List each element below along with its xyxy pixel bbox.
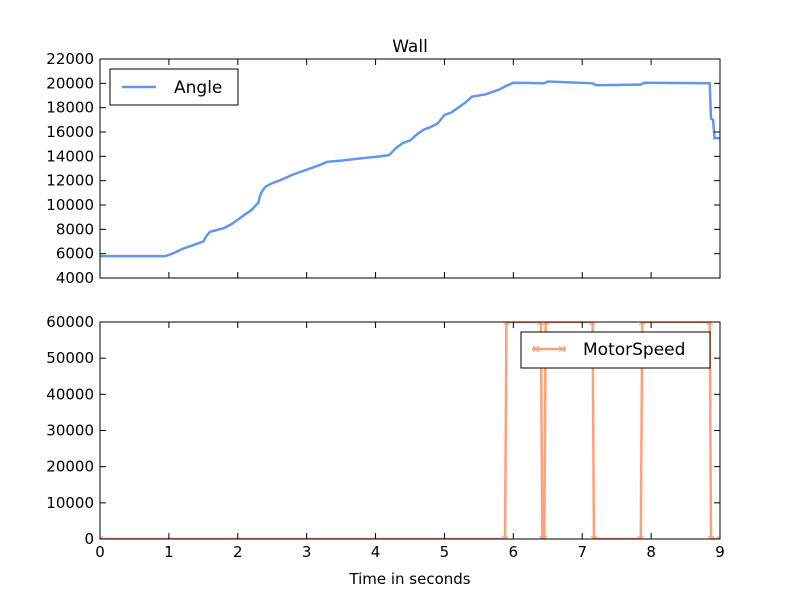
motorspeed-y-tick-label: 30000 [46,422,94,440]
angle-y-tick-label: 12000 [46,172,94,190]
angle-y-tick-label: 18000 [46,99,94,117]
x-tick-label: 9 [715,543,725,561]
angle-y-tick-label: 20000 [46,74,94,92]
x-tick-label: 0 [95,543,105,561]
motorspeed-legend-marker [558,345,566,353]
angle-panel: Wall 4000 6000 8000 10000 12000 14000 16000 180… [46,37,721,287]
motorspeed-y-tick-label: 60000 [46,313,94,331]
motorspeed-data-point [540,535,548,539]
motorspeed-panel: 0 10000 20000 30000 40000 50000 60000 0 1 2 3 4 5 6 7… [46,313,724,588]
motorspeed-y-tick-label: 10000 [46,494,94,512]
motorspeed-data-point [638,322,646,326]
angle-y-tick-label: 8000 [56,220,94,238]
angle-plot-area [100,80,720,258]
motorspeed-data-point [637,535,645,539]
motorspeed-y-tick-label: 40000 [46,385,94,403]
x-tick-label: 5 [440,543,450,561]
motorspeed-plot-area [100,322,720,539]
x-tick-label: 1 [164,543,174,561]
motorspeed-y-axis: 0 10000 20000 30000 40000 50000 60000 [46,313,720,548]
angle-axes-frame [99,58,721,279]
motorspeed-data-point [501,535,509,539]
motorspeed-data-point [716,535,720,539]
chart-title: Wall [392,37,428,57]
motorspeed-legend-marker [532,345,540,353]
motorspeed-data-point [707,535,715,539]
angle-y-tick-label: 16000 [46,123,94,141]
motorspeed-data-point [538,535,546,539]
x-tick-label: 4 [371,543,381,561]
angle-series-line [100,80,720,258]
motorspeed-y-tick-label: 50000 [46,349,94,367]
angle-y-tick-label: 4000 [56,269,94,287]
angle-y-tick-label: 14000 [46,147,94,165]
motorspeed-x-axis: 0 1 2 3 4 5 6 7 8 9 [95,322,725,561]
x-tick-label: 2 [233,543,243,561]
motorspeed-y-tick-label: 0 [84,530,94,548]
motorspeed-data-point [589,322,596,326]
motorspeed-data-point [503,322,510,326]
angle-y-tick-label: 22000 [46,50,94,68]
angle-y-tick-label: 10000 [46,196,94,214]
angle-legend-label: Angle [174,78,222,98]
angle-y-tick-label: 6000 [56,245,94,263]
angle-x-axis [99,59,721,278]
motorspeed-legend-label: MotorSpeed [583,340,685,360]
x-tick-label: 7 [577,543,587,561]
x-axis-label: Time in seconds [348,570,470,588]
motorspeed-legend-markers [532,345,566,353]
x-tick-label: 8 [646,543,656,561]
motorspeed-data-point [590,535,598,539]
angle-y-axis: 4000 6000 8000 10000 12000 14000 16000 18000 200… [46,50,720,287]
motorspeed-data-point [100,535,104,539]
motorspeed-data-point [542,322,550,326]
angle-legend: Angle [109,68,239,106]
x-tick-label: 6 [509,543,519,561]
motorspeed-data-point [706,322,714,326]
motorspeed-legend: MotorSpeed [520,331,711,369]
x-tick-label: 3 [302,543,312,561]
motorspeed-y-tick-label: 20000 [46,458,94,476]
